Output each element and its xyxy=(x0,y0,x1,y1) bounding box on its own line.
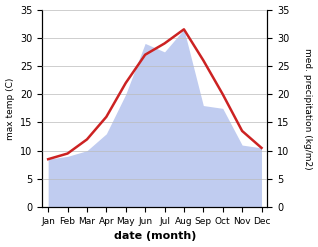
X-axis label: date (month): date (month) xyxy=(114,231,196,242)
Y-axis label: max temp (C): max temp (C) xyxy=(5,77,15,140)
Y-axis label: med. precipitation (kg/m2): med. precipitation (kg/m2) xyxy=(303,48,313,169)
